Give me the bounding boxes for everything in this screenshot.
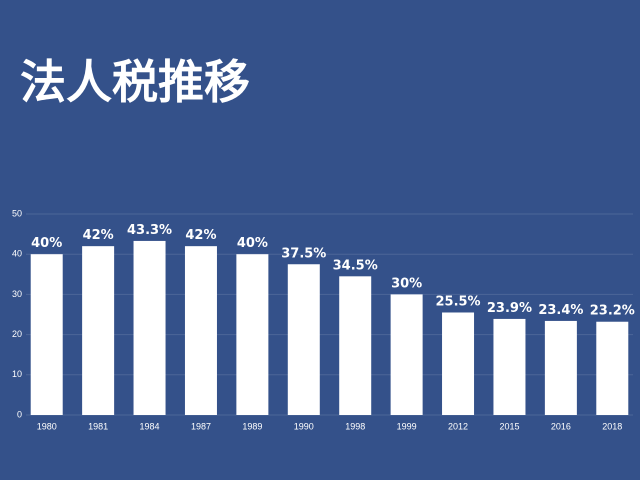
value-label: 30% (391, 276, 422, 291)
y-tick-label: 50 (12, 208, 22, 218)
value-label: 43.3% (127, 223, 172, 238)
value-label: 40% (31, 236, 62, 251)
bar (82, 246, 115, 415)
y-tick-label: 0 (17, 409, 22, 419)
bar (596, 321, 629, 415)
y-tick-label: 20 (12, 329, 22, 339)
x-tick-label: 1980 (37, 421, 57, 431)
y-tick-label: 30 (12, 289, 22, 299)
bar (133, 240, 166, 415)
bar (287, 264, 320, 415)
x-tick-label: 1999 (397, 421, 417, 431)
bar (493, 318, 526, 415)
x-tick-label: 1981 (88, 421, 108, 431)
x-tick-label: 1987 (191, 421, 211, 431)
bar (236, 254, 269, 415)
x-tick-label: 1990 (294, 421, 314, 431)
x-tick-label: 1989 (242, 421, 262, 431)
y-tick-label: 10 (12, 369, 22, 379)
bar (442, 312, 475, 415)
x-tick-label: 2015 (499, 421, 519, 431)
value-label: 25.5% (435, 294, 480, 309)
bar (339, 276, 372, 415)
bar (390, 294, 423, 415)
x-tick-label: 2016 (551, 421, 571, 431)
bar (544, 320, 577, 415)
value-label: 42% (83, 228, 114, 243)
bar (30, 254, 63, 415)
x-tick-label: 2012 (448, 421, 468, 431)
x-tick-label: 2018 (602, 421, 622, 431)
value-label: 23.9% (487, 301, 532, 316)
value-label: 40% (237, 236, 268, 251)
value-label: 23.4% (538, 303, 583, 318)
y-tick-label: 40 (12, 249, 22, 259)
bar (184, 246, 217, 415)
x-tick-label: 1998 (345, 421, 365, 431)
chart-title: 法人税推移 (20, 55, 250, 109)
value-label: 23.2% (590, 304, 635, 319)
value-label: 37.5% (281, 246, 326, 261)
value-label: 34.5% (333, 258, 378, 273)
value-label: 42% (185, 228, 216, 243)
x-tick-label: 1984 (140, 421, 160, 431)
